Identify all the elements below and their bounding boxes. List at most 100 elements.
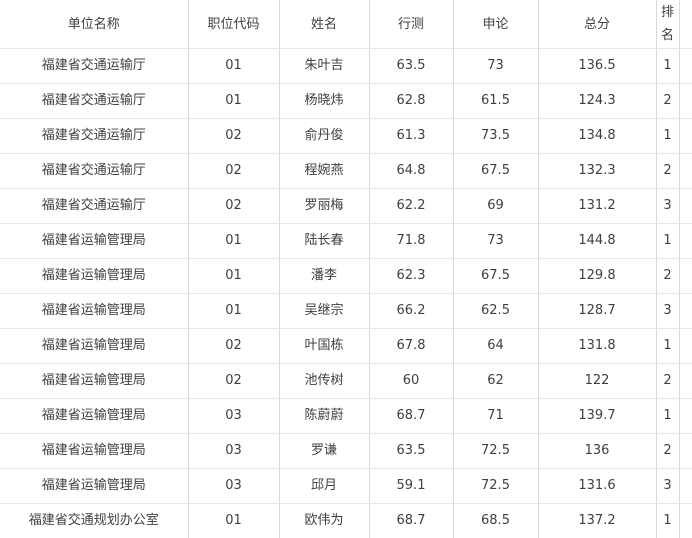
table-cell: 陆长春 (279, 223, 370, 259)
table-cell: 陈蔚蔚 (279, 398, 370, 434)
table-cell: 139.7 (538, 398, 657, 434)
col-header-clipped (679, 0, 692, 49)
table-cell: 2 (656, 433, 680, 469)
table-cell: 3 (656, 293, 680, 329)
table-body: 福建省交通运输厅 01 朱叶吉 63.5 73 136.5 1 福建省交通运输厅 01 杨晓炜 62… (0, 48, 692, 538)
table-cell (679, 188, 692, 224)
table-cell: 62.5 (453, 293, 539, 329)
table-cell: 01 (188, 293, 280, 329)
table-cell (679, 118, 692, 154)
table-cell: 1 (656, 328, 680, 364)
table-cell: 72.5 (453, 433, 539, 469)
table-cell: 01 (188, 223, 280, 259)
table-cell: 62.8 (369, 83, 454, 119)
table-cell: 59.1 (369, 468, 454, 504)
table-cell: 1 (656, 118, 680, 154)
table-cell: 1 (656, 398, 680, 434)
table-row: 福建省交通运输厅 02 程婉燕 64.8 67.5 132.3 2 (0, 153, 692, 189)
table-cell: 62.2 (369, 188, 454, 224)
table-cell: 72.5 (453, 468, 539, 504)
table-cell: 杨晓炜 (279, 83, 370, 119)
table-cell: 福建省运输管理局 (0, 328, 189, 364)
table-cell: 福建省运输管理局 (0, 433, 189, 469)
table-cell: 02 (188, 118, 280, 154)
table-cell: 福建省交通规划办公室 (0, 503, 189, 538)
table-cell: 134.8 (538, 118, 657, 154)
table-cell: 池传树 (279, 363, 370, 399)
table-cell: 67.5 (453, 153, 539, 189)
table-cell: 福建省运输管理局 (0, 293, 189, 329)
table-row: 福建省交通规划办公室 01 欧伟为 68.7 68.5 137.2 1 (0, 503, 692, 538)
table-cell: 136.5 (538, 48, 657, 84)
table-cell: 136 (538, 433, 657, 469)
table-cell: 62 (453, 363, 539, 399)
table-cell: 131.6 (538, 468, 657, 504)
table-cell: 01 (188, 83, 280, 119)
table-cell: 68.7 (369, 503, 454, 538)
table-cell: 68.7 (369, 398, 454, 434)
table-cell: 131.8 (538, 328, 657, 364)
table-cell: 01 (188, 258, 280, 294)
table-cell (679, 258, 692, 294)
table-cell: 03 (188, 468, 280, 504)
table-cell (679, 328, 692, 364)
table-cell (679, 223, 692, 259)
table-cell (679, 83, 692, 119)
table-row: 福建省运输管理局 03 邱月 59.1 72.5 131.6 3 (0, 468, 692, 504)
table-cell: 71 (453, 398, 539, 434)
table-cell: 69 (453, 188, 539, 224)
table-cell (679, 503, 692, 538)
table-cell: 71.8 (369, 223, 454, 259)
table-cell: 64.8 (369, 153, 454, 189)
table-cell: 罗丽梅 (279, 188, 370, 224)
table-cell: 131.2 (538, 188, 657, 224)
table-cell: 朱叶吉 (279, 48, 370, 84)
table-cell: 2 (656, 363, 680, 399)
table-cell: 02 (188, 188, 280, 224)
table-cell: 罗谦 (279, 433, 370, 469)
table-cell: 福建省运输管理局 (0, 223, 189, 259)
table-cell: 福建省运输管理局 (0, 258, 189, 294)
table-cell: 64 (453, 328, 539, 364)
table-cell: 63.5 (369, 433, 454, 469)
table-cell: 01 (188, 48, 280, 84)
table-cell: 2 (656, 153, 680, 189)
table-row: 福建省运输管理局 02 池传树 60 62 122 2 (0, 363, 692, 399)
table-cell: 3 (656, 188, 680, 224)
table-cell (679, 293, 692, 329)
table-cell: 63.5 (369, 48, 454, 84)
table-cell: 61.5 (453, 83, 539, 119)
table-cell: 福建省运输管理局 (0, 363, 189, 399)
table-cell: 61.3 (369, 118, 454, 154)
table-cell: 132.3 (538, 153, 657, 189)
table-cell: 俞丹俊 (279, 118, 370, 154)
table-row: 福建省运输管理局 02 叶国栋 67.8 64 131.8 1 (0, 328, 692, 364)
table-cell: 67.8 (369, 328, 454, 364)
table-cell (679, 153, 692, 189)
table-cell: 144.8 (538, 223, 657, 259)
table-cell: 02 (188, 153, 280, 189)
table-cell: 3 (656, 468, 680, 504)
col-header-rank: 排名 (656, 0, 680, 49)
table-cell: 129.8 (538, 258, 657, 294)
table-cell: 2 (656, 83, 680, 119)
table-cell: 02 (188, 363, 280, 399)
header-row: 单位名称 职位代码 姓名 行测 申论 总分 排名 (0, 0, 692, 49)
table-cell: 137.2 (538, 503, 657, 538)
table-cell: 福建省运输管理局 (0, 398, 189, 434)
table-cell: 福建省交通运输厅 (0, 83, 189, 119)
table-cell: 73 (453, 223, 539, 259)
table-cell: 福建省交通运输厅 (0, 153, 189, 189)
col-header-total-score: 总分 (538, 0, 657, 49)
col-header-name: 姓名 (279, 0, 370, 49)
table-cell: 欧伟为 (279, 503, 370, 538)
table-cell (679, 433, 692, 469)
table-cell: 1 (656, 48, 680, 84)
table-cell: 128.7 (538, 293, 657, 329)
table-row: 福建省运输管理局 01 吴继宗 66.2 62.5 128.7 3 (0, 293, 692, 329)
col-header-unit-name: 单位名称 (0, 0, 189, 49)
table-cell: 66.2 (369, 293, 454, 329)
table-cell (679, 468, 692, 504)
table-cell: 1 (656, 223, 680, 259)
